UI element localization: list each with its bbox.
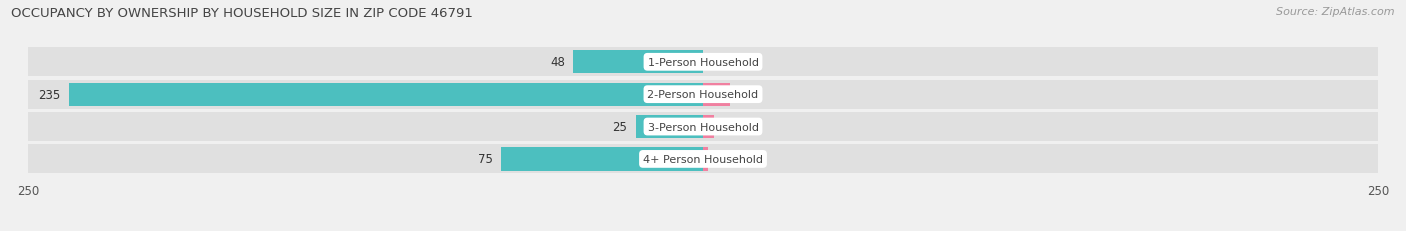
- Text: 2-Person Household: 2-Person Household: [647, 90, 759, 100]
- Text: 48: 48: [551, 56, 565, 69]
- Text: 3-Person Household: 3-Person Household: [648, 122, 758, 132]
- Text: 235: 235: [38, 88, 60, 101]
- Text: OCCUPANCY BY OWNERSHIP BY HOUSEHOLD SIZE IN ZIP CODE 46791: OCCUPANCY BY OWNERSHIP BY HOUSEHOLD SIZE…: [11, 7, 474, 20]
- Text: 25: 25: [613, 121, 627, 134]
- Text: 1-Person Household: 1-Person Household: [648, 58, 758, 67]
- Text: 10: 10: [738, 88, 754, 101]
- Text: 0: 0: [711, 56, 718, 69]
- Bar: [28, 80, 1378, 109]
- Text: 4: 4: [721, 121, 730, 134]
- Text: 2: 2: [717, 153, 724, 166]
- Bar: [703, 83, 730, 106]
- Bar: [28, 48, 1378, 77]
- Bar: [703, 148, 709, 171]
- Text: Source: ZipAtlas.com: Source: ZipAtlas.com: [1277, 7, 1395, 17]
- Text: 75: 75: [478, 153, 492, 166]
- Bar: [28, 145, 1378, 174]
- Bar: [28, 112, 1378, 142]
- Bar: [501, 148, 703, 171]
- Bar: [574, 51, 703, 74]
- Bar: [69, 83, 703, 106]
- Bar: [636, 116, 703, 139]
- Bar: [703, 116, 714, 139]
- Text: 4+ Person Household: 4+ Person Household: [643, 154, 763, 164]
